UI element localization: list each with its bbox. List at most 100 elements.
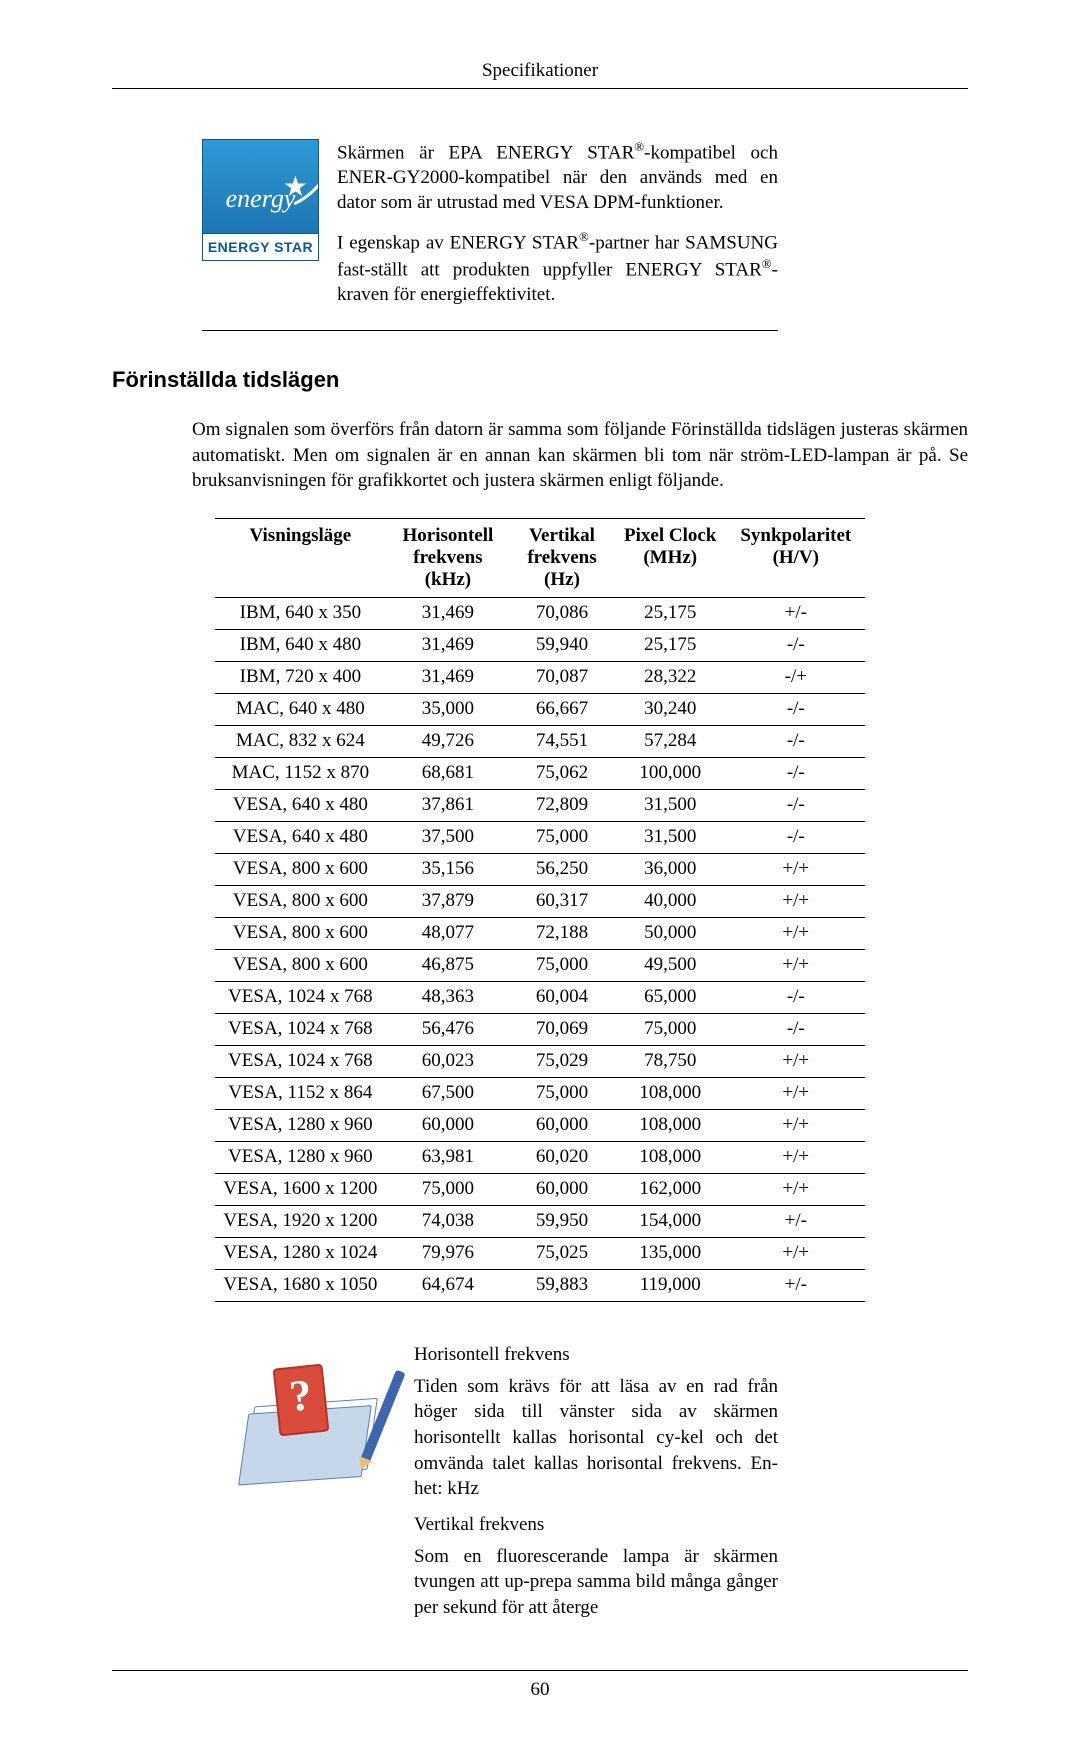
hfreq-title: Horisontell frekvens [414, 1342, 778, 1368]
table-cell-v: 75,000 [510, 950, 614, 982]
table-cell-h: 31,469 [386, 598, 510, 630]
table-cell-v: 75,029 [510, 1046, 614, 1078]
header-title: Specifikationer [112, 60, 968, 82]
table-cell-pol: +/+ [727, 1142, 865, 1174]
table-cell-h: 37,861 [386, 790, 510, 822]
definitions-text: Horisontell frekvens Tiden som krävs för… [414, 1342, 778, 1630]
page: Specifikationer ★ energy ENERGY STAR Skä… [0, 0, 1080, 1751]
vfreq-title: Vertikal frekvens [414, 1512, 778, 1538]
table-cell-h: 60,000 [386, 1110, 510, 1142]
table-cell-mode: VESA, 640 x 480 [215, 822, 386, 854]
intro-text: Om signalen som överförs från datorn är … [192, 417, 968, 494]
table-cell-clk: 108,000 [614, 1142, 727, 1174]
table-cell-pol: +/+ [727, 1238, 865, 1270]
table-cell-mode: VESA, 1280 x 1024 [215, 1238, 386, 1270]
section-title: Förinställda tidslägen [112, 367, 968, 393]
energy-star-block: ★ energy ENERGY STAR Skärmen är EPA ENER… [202, 139, 778, 331]
table-cell-h: 67,500 [386, 1078, 510, 1110]
table-cell-mode: VESA, 800 x 600 [215, 950, 386, 982]
table-cell-pol: +/- [727, 598, 865, 630]
table-cell-h: 37,879 [386, 886, 510, 918]
table-cell-h: 48,077 [386, 918, 510, 950]
table-cell-pol: -/- [727, 1014, 865, 1046]
table-cell-clk: 50,000 [614, 918, 727, 950]
table-cell-mode: IBM, 640 x 350 [215, 598, 386, 630]
table-cell-pol: +/+ [727, 1110, 865, 1142]
table-cell-mode: VESA, 1024 x 768 [215, 982, 386, 1014]
table-cell-clk: 75,000 [614, 1014, 727, 1046]
table-cell-mode: VESA, 1600 x 1200 [215, 1174, 386, 1206]
table-cell-clk: 100,000 [614, 758, 727, 790]
reg-mark: ® [579, 229, 589, 244]
table-cell-v: 59,940 [510, 630, 614, 662]
table-cell-h: 74,038 [386, 1206, 510, 1238]
table-row: MAC, 832 x 62449,72674,55157,284-/- [215, 726, 865, 758]
table-row: VESA, 800 x 60048,07772,18850,000+/+ [215, 918, 865, 950]
table-row: VESA, 800 x 60035,15656,25036,000+/+ [215, 854, 865, 886]
table-cell-clk: 65,000 [614, 982, 727, 1014]
table-cell-pol: -/- [727, 822, 865, 854]
table-cell-mode: VESA, 1280 x 960 [215, 1142, 386, 1174]
table-cell-mode: IBM, 640 x 480 [215, 630, 386, 662]
header-rule [112, 88, 968, 89]
table-cell-v: 70,087 [510, 662, 614, 694]
th-clock: Pixel Clock (MHz) [614, 519, 727, 598]
energy-p1a: Skärmen är EPA ENERGY STAR [337, 142, 634, 163]
energy-star-logo: ★ energy ENERGY STAR [202, 139, 319, 261]
table-row: VESA, 1920 x 120074,03859,950154,000+/- [215, 1206, 865, 1238]
table-cell-v: 75,000 [510, 1078, 614, 1110]
table-cell-mode: VESA, 1680 x 1050 [215, 1270, 386, 1302]
energy-p2a: I egenskap av ENERGY STAR [337, 233, 579, 254]
hfreq-body: Tiden som krävs för att läsa av en rad f… [414, 1374, 778, 1502]
timing-table: Visningsläge Horisontell frekvens (kHz) … [215, 518, 865, 1302]
th-hfreq: Horisontell frekvens (kHz) [386, 519, 510, 598]
table-cell-clk: 154,000 [614, 1206, 727, 1238]
table-row: IBM, 720 x 40031,46970,08728,322-/+ [215, 662, 865, 694]
table-row: VESA, 800 x 60046,87575,00049,500+/+ [215, 950, 865, 982]
table-cell-h: 49,726 [386, 726, 510, 758]
reg-mark: ® [762, 256, 772, 271]
table-cell-clk: 36,000 [614, 854, 727, 886]
table-cell-pol: -/+ [727, 662, 865, 694]
table-cell-clk: 49,500 [614, 950, 727, 982]
table-cell-v: 56,250 [510, 854, 614, 886]
table-cell-pol: +/- [727, 1206, 865, 1238]
table-cell-v: 75,062 [510, 758, 614, 790]
table-cell-h: 31,469 [386, 630, 510, 662]
table-cell-clk: 108,000 [614, 1078, 727, 1110]
table-cell-pol: -/- [727, 726, 865, 758]
table-cell-clk: 28,322 [614, 662, 727, 694]
table-cell-clk: 135,000 [614, 1238, 727, 1270]
table-row: MAC, 640 x 48035,00066,66730,240-/- [215, 694, 865, 726]
table-cell-mode: VESA, 1024 x 768 [215, 1046, 386, 1078]
table-cell-clk: 162,000 [614, 1174, 727, 1206]
table-cell-pol: -/- [727, 982, 865, 1014]
table-row: IBM, 640 x 48031,46959,94025,175-/- [215, 630, 865, 662]
table-cell-v: 59,883 [510, 1270, 614, 1302]
table-cell-clk: 25,175 [614, 630, 727, 662]
definitions-block: ? Horisontell frekvens Tiden som krävs f… [242, 1342, 778, 1630]
definitions-icon: ? [242, 1372, 392, 1482]
table-cell-h: 31,469 [386, 662, 510, 694]
table-cell-h: 48,363 [386, 982, 510, 1014]
th-mode: Visningsläge [215, 519, 386, 598]
table-cell-h: 75,000 [386, 1174, 510, 1206]
table-row: VESA, 1024 x 76856,47670,06975,000-/- [215, 1014, 865, 1046]
th-vfreq: Vertikal frekvens (Hz) [510, 519, 614, 598]
table-cell-clk: 57,284 [614, 726, 727, 758]
logo-bar: ENERGY STAR [203, 233, 318, 260]
table-cell-mode: MAC, 832 x 624 [215, 726, 386, 758]
table-row: VESA, 1600 x 120075,00060,000162,000+/+ [215, 1174, 865, 1206]
table-cell-pol: -/- [727, 758, 865, 790]
table-cell-mode: VESA, 640 x 480 [215, 790, 386, 822]
table-cell-mode: VESA, 1280 x 960 [215, 1110, 386, 1142]
table-row: VESA, 1680 x 105064,67459,883119,000+/- [215, 1270, 865, 1302]
table-cell-v: 60,317 [510, 886, 614, 918]
table-cell-v: 60,000 [510, 1174, 614, 1206]
table-cell-v: 60,000 [510, 1110, 614, 1142]
table-cell-clk: 108,000 [614, 1110, 727, 1142]
table-cell-mode: VESA, 1920 x 1200 [215, 1206, 386, 1238]
page-number: 60 [531, 1679, 550, 1700]
table-cell-h: 63,981 [386, 1142, 510, 1174]
table-cell-clk: 31,500 [614, 822, 727, 854]
